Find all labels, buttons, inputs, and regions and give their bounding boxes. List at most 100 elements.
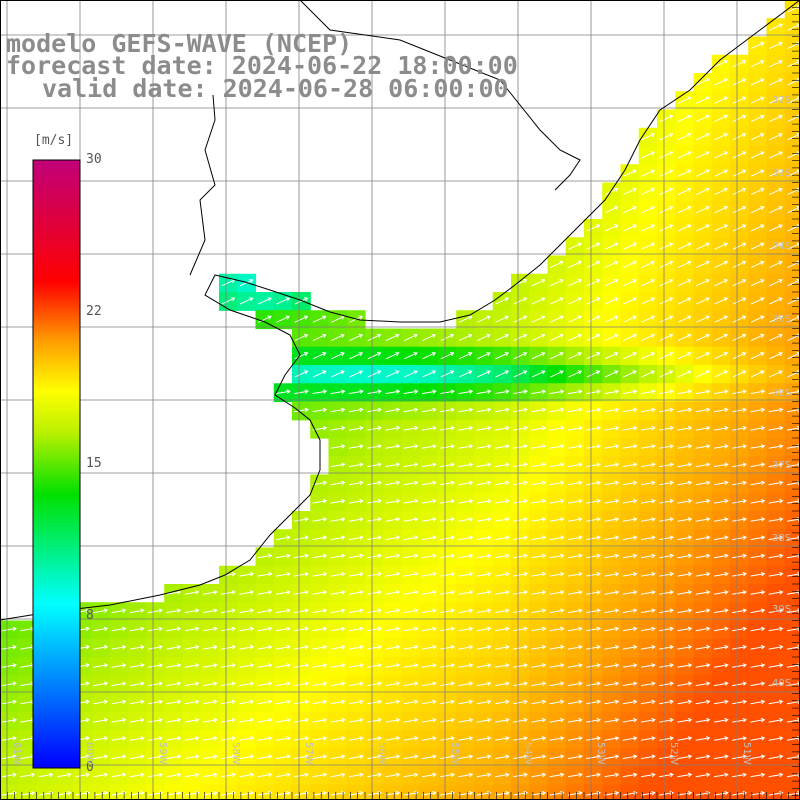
wind-arrow [421, 462, 437, 468]
wind-arrow [494, 571, 510, 577]
wind-arrow [695, 626, 711, 632]
wind-arrow [567, 790, 583, 796]
wind-arrow [221, 626, 236, 632]
lat-label-33s: 33S [772, 168, 792, 179]
wind-arrow [348, 736, 364, 741]
wind-arrow [696, 169, 710, 177]
wind-arrow [276, 315, 291, 323]
wind-arrow [476, 626, 492, 632]
wind-arrow [568, 297, 583, 305]
wind-arrow [586, 333, 601, 342]
wind-arrow [586, 608, 601, 614]
wind-arrow [367, 699, 382, 705]
wind-arrow [348, 772, 364, 778]
wind-arrow [294, 407, 309, 413]
wind-cell [675, 784, 695, 800]
wind-arrow [458, 790, 474, 796]
wind-arrow [714, 315, 729, 323]
wind-arrow [586, 480, 601, 486]
lon-label-53w: 53W [595, 742, 606, 765]
wind-arrow [348, 462, 364, 468]
wind-arrow [294, 535, 309, 541]
wind-arrow [148, 608, 163, 614]
wind-arrow [677, 535, 693, 541]
wind-arrow [677, 626, 693, 632]
wind-arrow [696, 224, 710, 232]
wind-arrow [549, 681, 565, 687]
wind-arrow [111, 772, 127, 778]
wind-arrow [769, 60, 783, 68]
wind-arrow [93, 681, 109, 687]
wind-arrow [677, 644, 693, 650]
wind-arrow [531, 297, 546, 305]
wind-arrow [312, 352, 327, 360]
wind-arrow [750, 187, 765, 196]
wind-arrow [604, 279, 619, 287]
wind-arrow [768, 425, 784, 431]
colorbar-tick-8: 8 [86, 608, 94, 623]
wind-arrow [294, 754, 309, 760]
wind-arrow [129, 644, 145, 650]
wind-cell [182, 784, 202, 800]
wind-arrow [111, 717, 127, 723]
lon-label-52w: 52W [668, 742, 679, 765]
wind-arrow [604, 553, 620, 559]
wind-arrow [367, 571, 382, 577]
wind-arrow [385, 608, 401, 614]
wind-arrow [202, 644, 218, 650]
wind-arrow [586, 772, 601, 778]
wind-arrow [385, 535, 401, 541]
wind-arrow [348, 699, 364, 705]
wind-arrow [93, 644, 109, 650]
wind-arrow [202, 790, 218, 796]
wind-arrow [677, 571, 693, 577]
wind-arrow [659, 242, 674, 250]
wind-arrow [166, 590, 182, 595]
wind-arrow [202, 608, 218, 614]
wind-arrow [531, 663, 547, 668]
wind-arrow [275, 571, 291, 577]
wind-cell [292, 784, 311, 800]
wind-arrow [695, 444, 711, 449]
wind-arrow [2, 772, 17, 778]
wind-arrow [750, 608, 766, 614]
wind-arrow [531, 736, 547, 741]
wind-arrow [750, 224, 765, 232]
wind-arrow [494, 444, 510, 449]
lon-label-60w: 60W [84, 742, 95, 765]
wind-arrow [275, 772, 291, 778]
wind-arrow [331, 352, 345, 360]
wind-arrow [677, 96, 692, 104]
wind-arrow [586, 517, 601, 522]
wind-arrow [202, 772, 218, 778]
wind-cell [401, 784, 421, 800]
wind-arrow [403, 772, 419, 778]
wind-arrow [421, 535, 437, 541]
wind-arrow [513, 790, 528, 796]
wind-arrow [531, 498, 547, 504]
wind-arrow [586, 535, 601, 541]
wind-arrow [494, 681, 510, 687]
wind-arrow [623, 370, 637, 378]
wind-arrow [641, 224, 656, 232]
wind-arrow [111, 681, 127, 687]
wind-arrow [769, 206, 783, 214]
wind-arrow [440, 663, 455, 668]
wind-arrow [695, 498, 711, 504]
wind-arrow [568, 260, 583, 269]
wind-arrow [750, 498, 766, 504]
wind-arrow [659, 297, 674, 305]
wind-arrow [750, 169, 765, 177]
wind-arrow [586, 407, 601, 413]
wind-arrow [640, 772, 656, 778]
colorbar-unit: [m/s] [34, 133, 74, 148]
wind-arrow [348, 535, 364, 541]
wind-arrow [750, 260, 765, 269]
wind-arrow [148, 626, 163, 632]
wind-arrow [604, 389, 620, 395]
wind-arrow [330, 571, 346, 577]
wind-cell [219, 784, 238, 800]
wind-arrow [768, 717, 784, 723]
wind-arrow [477, 370, 491, 378]
wind-arrow [659, 754, 674, 760]
